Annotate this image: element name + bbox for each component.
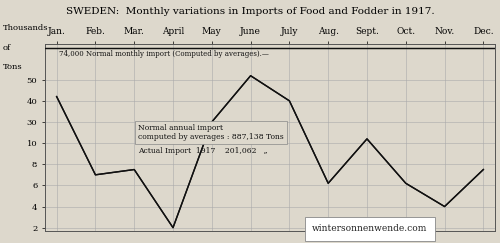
- Text: SWEDEN:  Monthly variations in Imports of Food and Fodder in 1917.: SWEDEN: Monthly variations in Imports of…: [66, 7, 434, 16]
- Text: Normal annual import
computed by averages : 887,138 Tons: Normal annual import computed by average…: [138, 124, 284, 141]
- Text: of: of: [2, 44, 10, 52]
- Text: wintersonnenwende.com: wintersonnenwende.com: [312, 224, 428, 233]
- Text: 74,000 Normal monthly import (Computed by averages).—: 74,000 Normal monthly import (Computed b…: [58, 50, 268, 58]
- Text: Tons: Tons: [2, 63, 22, 71]
- Text: Thousands: Thousands: [2, 24, 48, 32]
- Text: Actual Import  1917    201,062   „: Actual Import 1917 201,062 „: [138, 147, 268, 155]
